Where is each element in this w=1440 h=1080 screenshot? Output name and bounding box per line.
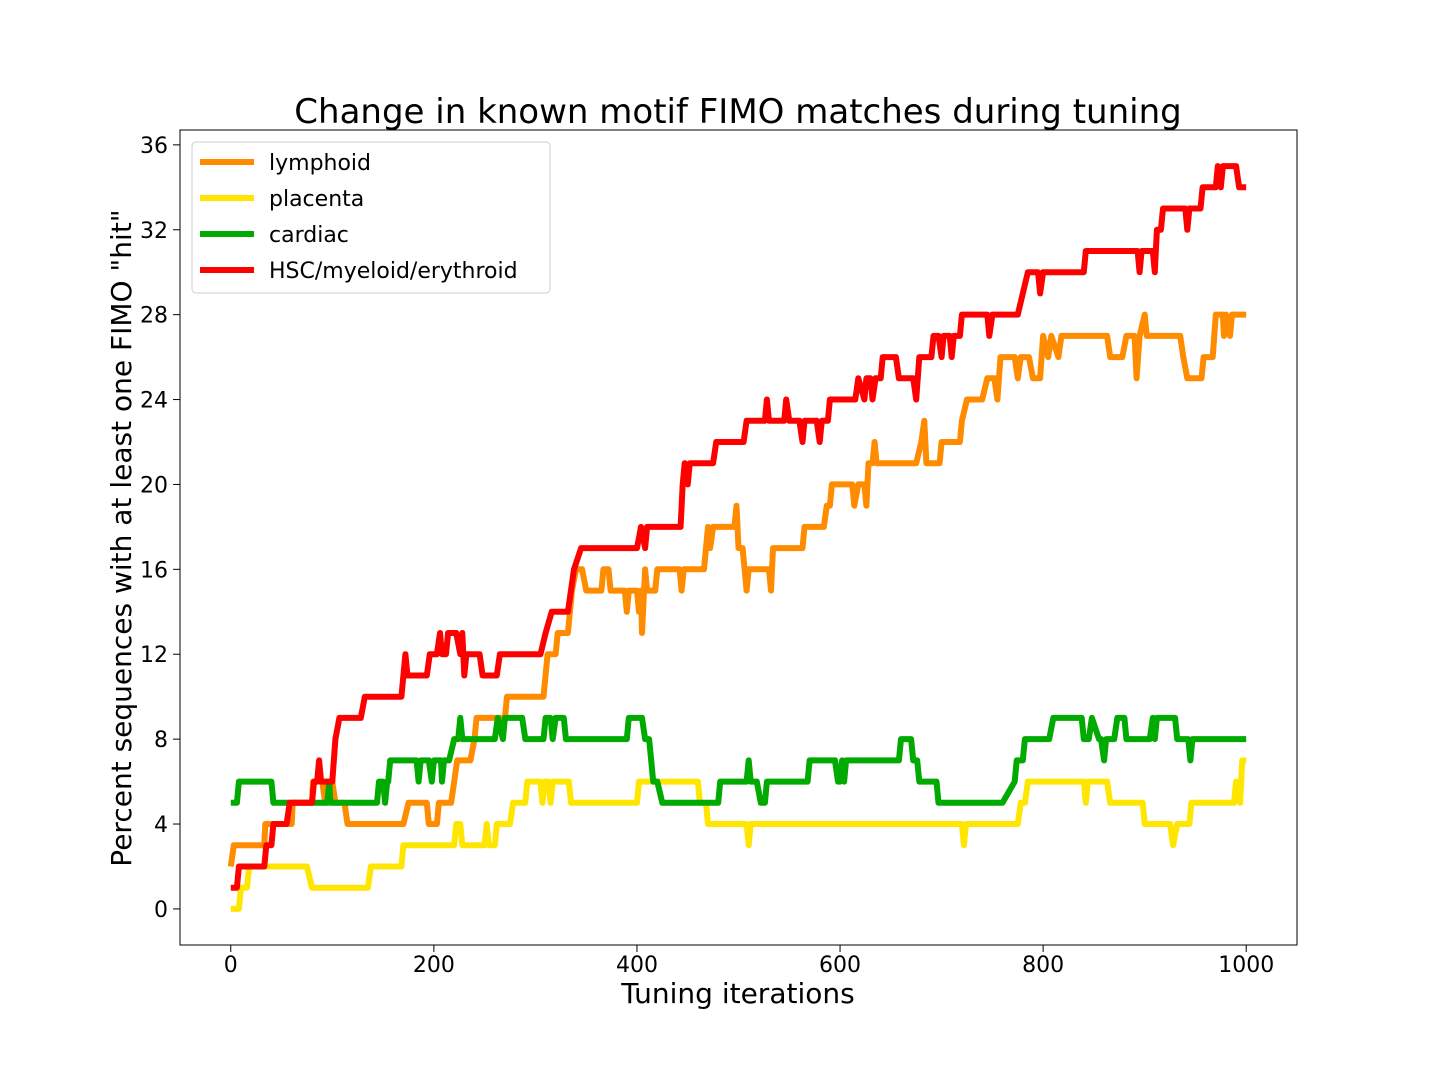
plot-frame [179,129,1298,946]
y-tick-label: 24 [140,389,168,414]
series-line-0 [227,311,1247,867]
y-tick-label: 28 [140,304,168,329]
y-tick-label: 32 [140,219,168,244]
axes: 0 200 400 600 800 1000 0 4 8 12 16 20 24 28 32 36 [140,129,1298,978]
x-axis-label: Tuning iterations [620,977,854,1010]
series-line-2 [230,714,1247,806]
legend-label-3: HSC/myeloid/erythroid [269,259,518,284]
plot-lines [227,163,1247,912]
y-tick-label: 4 [154,813,168,838]
legend: lymphoid placenta cardiac HSC/myeloid/eryth… [191,141,551,294]
x-tick-label: 800 [1022,953,1064,978]
y-tick-label: 36 [140,134,168,159]
y-tick-label: 8 [154,728,168,753]
x-tick-label: 1000 [1218,953,1274,978]
y-axis-label: Percent sequences with at least one FIMO… [105,209,138,866]
legend-box [191,141,551,294]
legend-label-2: cardiac [269,223,349,248]
series-line-1 [230,757,1247,912]
x-tick-label: 200 [413,953,455,978]
legend-label-1: placenta [269,187,364,212]
y-tick-label: 16 [140,558,168,583]
y-tick-label: 12 [140,643,168,668]
legend-label-0: lymphoid [269,151,371,176]
x-tick-label: 0 [224,953,238,978]
series-line-3 [230,163,1247,891]
chart-title: Change in known motif FIMO matches durin… [294,92,1181,132]
y-tick-label: 0 [154,898,168,923]
x-tick-label: 600 [819,953,861,978]
x-tick-label: 400 [616,953,658,978]
y-tick-label: 20 [140,473,168,498]
